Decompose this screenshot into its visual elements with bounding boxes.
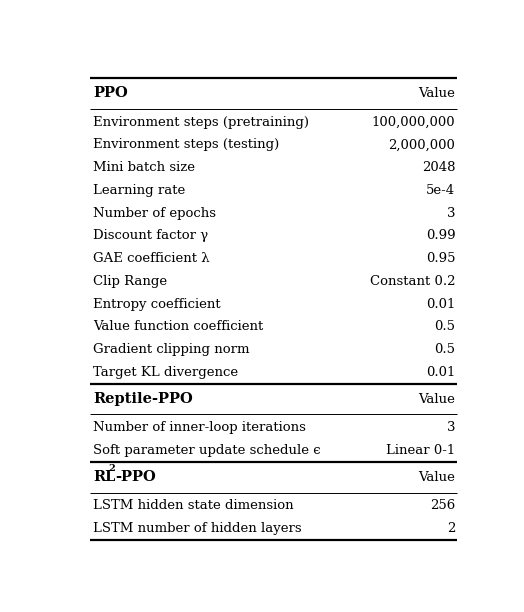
Text: GAE coefficient λ: GAE coefficient λ xyxy=(93,252,210,265)
Text: 2,000,000: 2,000,000 xyxy=(388,138,455,151)
Text: Clip Range: Clip Range xyxy=(93,275,167,288)
Text: Target KL divergence: Target KL divergence xyxy=(93,366,238,379)
Text: 0.5: 0.5 xyxy=(434,320,455,334)
Text: Soft parameter update schedule ϵ: Soft parameter update schedule ϵ xyxy=(93,444,321,457)
Text: Number of epochs: Number of epochs xyxy=(93,207,216,220)
Text: Learning rate: Learning rate xyxy=(93,184,185,197)
Text: Environment steps (testing): Environment steps (testing) xyxy=(93,138,279,151)
Text: Mini batch size: Mini batch size xyxy=(93,161,195,174)
Text: Value: Value xyxy=(419,87,455,100)
Text: -PPO: -PPO xyxy=(115,470,156,484)
Text: 2048: 2048 xyxy=(422,161,455,174)
Text: RL: RL xyxy=(93,470,115,484)
Text: 100,000,000: 100,000,000 xyxy=(372,116,455,129)
Text: Constant 0.2: Constant 0.2 xyxy=(370,275,455,288)
Text: 3: 3 xyxy=(447,421,455,435)
Text: 2: 2 xyxy=(447,522,455,535)
Text: PPO: PPO xyxy=(93,86,128,100)
Text: Value: Value xyxy=(419,471,455,483)
Text: 0.99: 0.99 xyxy=(425,230,455,242)
Text: Number of inner-loop iterations: Number of inner-loop iterations xyxy=(93,421,306,435)
Text: Discount factor γ: Discount factor γ xyxy=(93,230,208,242)
Text: LSTM number of hidden layers: LSTM number of hidden layers xyxy=(93,522,302,535)
Text: 256: 256 xyxy=(430,499,455,512)
Text: LSTM hidden state dimension: LSTM hidden state dimension xyxy=(93,499,294,512)
Text: 0.5: 0.5 xyxy=(434,343,455,356)
Text: Value function coefficient: Value function coefficient xyxy=(93,320,264,334)
Text: 3: 3 xyxy=(447,207,455,220)
Text: Linear 0-1: Linear 0-1 xyxy=(386,444,455,457)
Text: 2: 2 xyxy=(108,464,115,473)
Text: Environment steps (pretraining): Environment steps (pretraining) xyxy=(93,116,309,129)
Text: Reptile-PPO: Reptile-PPO xyxy=(93,392,193,406)
Text: Value: Value xyxy=(419,392,455,406)
Text: Entropy coefficient: Entropy coefficient xyxy=(93,297,221,311)
Text: 5e-4: 5e-4 xyxy=(426,184,455,197)
Text: 0.01: 0.01 xyxy=(426,366,455,379)
Text: 0.95: 0.95 xyxy=(426,252,455,265)
Text: Gradient clipping norm: Gradient clipping norm xyxy=(93,343,249,356)
Text: 0.01: 0.01 xyxy=(426,297,455,311)
